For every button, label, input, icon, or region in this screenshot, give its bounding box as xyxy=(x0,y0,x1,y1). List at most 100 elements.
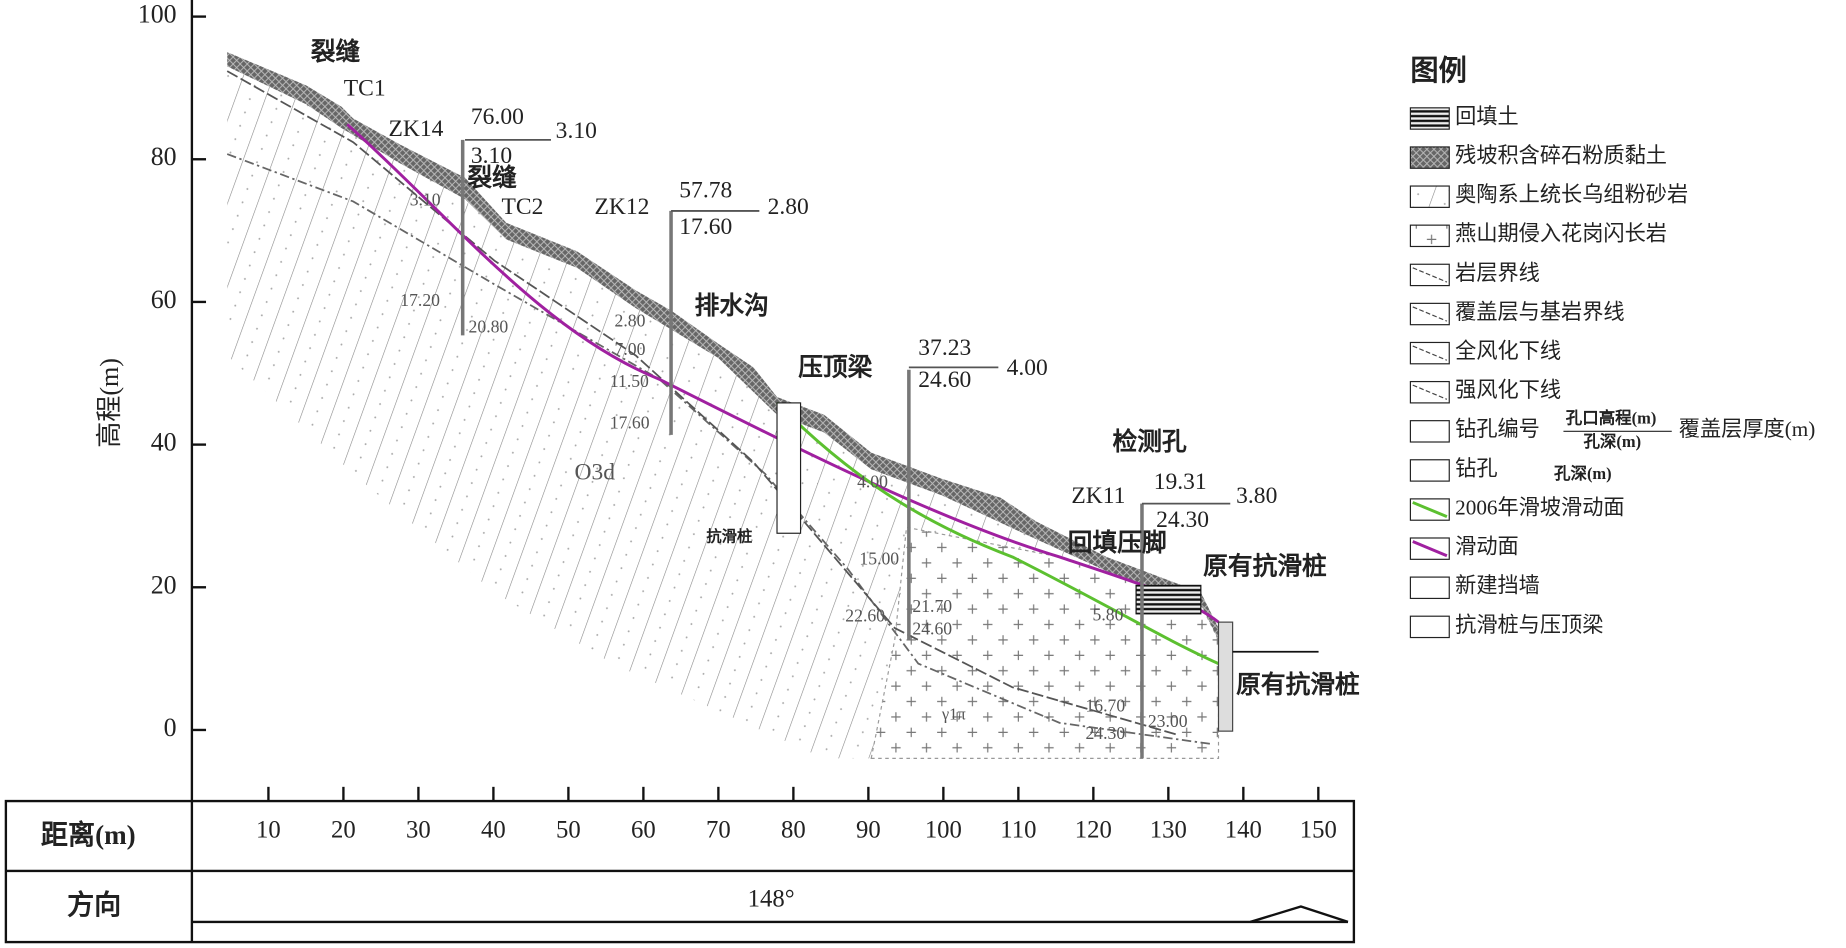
backfill xyxy=(1135,584,1202,615)
annotation: TC1 xyxy=(344,75,386,101)
ticks: 0 20 40 60 80 100 10 20 30 40 50 60 70 80 90 100 110 120 1… xyxy=(138,0,1337,844)
y-axis-label: 高程(m) xyxy=(95,358,124,448)
x-tick-label: 110 xyxy=(1000,817,1036,844)
x-tick-label: 140 xyxy=(1225,817,1262,844)
x-tick-label: 70 xyxy=(706,817,731,844)
legend-label: 孔深(m) xyxy=(1554,463,1612,483)
depth-label: 22.60 xyxy=(845,605,885,625)
borehole-cover: 3.80 xyxy=(1236,483,1277,509)
legend-line xyxy=(1412,267,1448,283)
borehole-elevation: 19.31 xyxy=(1154,469,1207,495)
legend-swatch xyxy=(1409,224,1450,248)
legend-label: 强风化下线 xyxy=(1455,378,1561,402)
table-lines xyxy=(5,801,1354,943)
borehole-id: ZK14 xyxy=(389,116,444,142)
y-tick-label: 0 xyxy=(164,713,177,742)
legend-label: 残坡积含碎石粉质黏土 xyxy=(1455,143,1667,167)
x-tick-label: 60 xyxy=(631,817,656,844)
legend-line xyxy=(1412,306,1448,322)
y-tick-label: 40 xyxy=(151,428,177,457)
legend-label: 钻孔编号 xyxy=(1455,417,1540,441)
borehole-id: ZK11 xyxy=(1071,483,1125,509)
x-tick-label: 50 xyxy=(556,817,581,844)
borehole-elevation: 37.23 xyxy=(918,335,971,361)
x-axis-label: 距离(m) xyxy=(41,819,136,850)
slip-surface-2006 xyxy=(775,401,1220,665)
y-tick-label: 100 xyxy=(138,0,177,29)
depth-label: 20.80 xyxy=(469,316,509,336)
legend-label: 奥陶系上统长乌组粉砂岩 xyxy=(1455,183,1688,207)
annotation: TC2 xyxy=(502,194,544,220)
legend-swatch xyxy=(1409,107,1450,130)
borehole-cover: 3.10 xyxy=(556,118,597,144)
legend-line xyxy=(1412,384,1448,400)
granite xyxy=(870,526,1220,759)
borehole-id: ZK12 xyxy=(595,194,650,220)
direction-arrow xyxy=(1249,905,1349,924)
legend-label: 岩层界线 xyxy=(1455,261,1540,285)
depth-label: 4.00 xyxy=(857,472,888,492)
legend-swatch xyxy=(1409,185,1450,208)
depth-label: 16.70 xyxy=(1085,695,1125,715)
legend-label: 覆盖层与基岩界线 xyxy=(1455,300,1624,324)
anti-slide-pile xyxy=(776,402,802,534)
legend-line xyxy=(1412,345,1448,361)
borehole-depth: 24.30 xyxy=(1156,507,1209,533)
legend-label: 燕山期侵入花岗闪长岩 xyxy=(1455,222,1667,246)
old-pile xyxy=(1217,621,1234,732)
borehole-elevation: 76.00 xyxy=(471,104,524,130)
y-tick-label: 60 xyxy=(151,285,177,314)
x-tick-label: 80 xyxy=(781,817,806,844)
legend-label: 钻孔 xyxy=(1455,456,1497,480)
rock-code: O3d xyxy=(575,459,616,485)
legend-label: 孔口高程(m) xyxy=(1566,407,1657,427)
annotation: 抗滑桩 xyxy=(706,526,752,545)
legend-swatch xyxy=(1409,420,1450,443)
annotation: 排水沟 xyxy=(695,291,769,320)
annotation: 原有抗滑桩 xyxy=(1203,551,1327,580)
x-tick-label: 130 xyxy=(1150,817,1187,844)
legend-label: 孔深(m) xyxy=(1583,431,1641,451)
weathering-line xyxy=(226,153,1213,746)
legend-label: 全风化下线 xyxy=(1455,339,1561,363)
direction-label: 方向 xyxy=(67,889,121,920)
depth-label: 7.00 xyxy=(615,339,646,359)
legend-label: 2006年滑坡滑动面 xyxy=(1455,495,1624,519)
legend-swatch xyxy=(1409,576,1450,600)
x-tick-label: 10 xyxy=(256,817,281,844)
depth-label: 24.30 xyxy=(1085,723,1125,743)
legend: 图例 回填土残坡积含碎石粉质黏土奥陶系上统长乌组粉砂岩燕山期侵入花岗闪长岩岩层界… xyxy=(1409,55,1815,639)
x-tick-label: 150 xyxy=(1300,817,1337,844)
x-tick-label: 30 xyxy=(406,817,431,844)
legend-label: 覆盖层厚度(m) xyxy=(1679,417,1815,441)
legend-title: 图例 xyxy=(1410,55,1466,87)
legend-label: 滑动面 xyxy=(1455,534,1519,558)
borehole-depth: 24.60 xyxy=(918,367,971,393)
depth-label: 15.00 xyxy=(859,549,899,569)
legend-swatch xyxy=(1409,146,1450,169)
depth-label: 23.00 xyxy=(1148,711,1188,731)
depth-label: 5.80 xyxy=(1093,604,1124,624)
legend-label: 新建挡墙 xyxy=(1455,574,1540,598)
depth-label: 21.70 xyxy=(912,596,952,616)
depth-label: 2.80 xyxy=(615,310,646,330)
x-tick-label: 100 xyxy=(925,817,962,844)
x-tick-label: 90 xyxy=(856,817,881,844)
legend-line xyxy=(1412,501,1448,519)
x-tick-label: 120 xyxy=(1075,817,1112,844)
annotation: 裂缝 xyxy=(467,163,517,192)
boreholes: ZK14 76.00 3.10 3.10 ZK12 57.78 17.60 2.… xyxy=(389,104,1277,759)
y-tick-label: 20 xyxy=(151,570,177,599)
annotation: 检测孔 xyxy=(1113,427,1187,456)
depth-label: 11.50 xyxy=(610,371,649,391)
weathering-line xyxy=(226,70,1178,736)
depth-label: 24.60 xyxy=(912,618,952,638)
rock-code: γ1π xyxy=(941,705,966,724)
x-tick-label: 40 xyxy=(481,817,506,844)
legend-label: 抗滑桩与压顶梁 xyxy=(1455,613,1603,637)
annotation: 裂缝 xyxy=(311,37,361,66)
annotation: 压顶梁 xyxy=(798,352,872,381)
direction-value: 148° xyxy=(748,885,795,912)
depth-labels: 3.10 17.20 20.80 2.80 7.00 11.50 17.60 4… xyxy=(400,189,1187,742)
